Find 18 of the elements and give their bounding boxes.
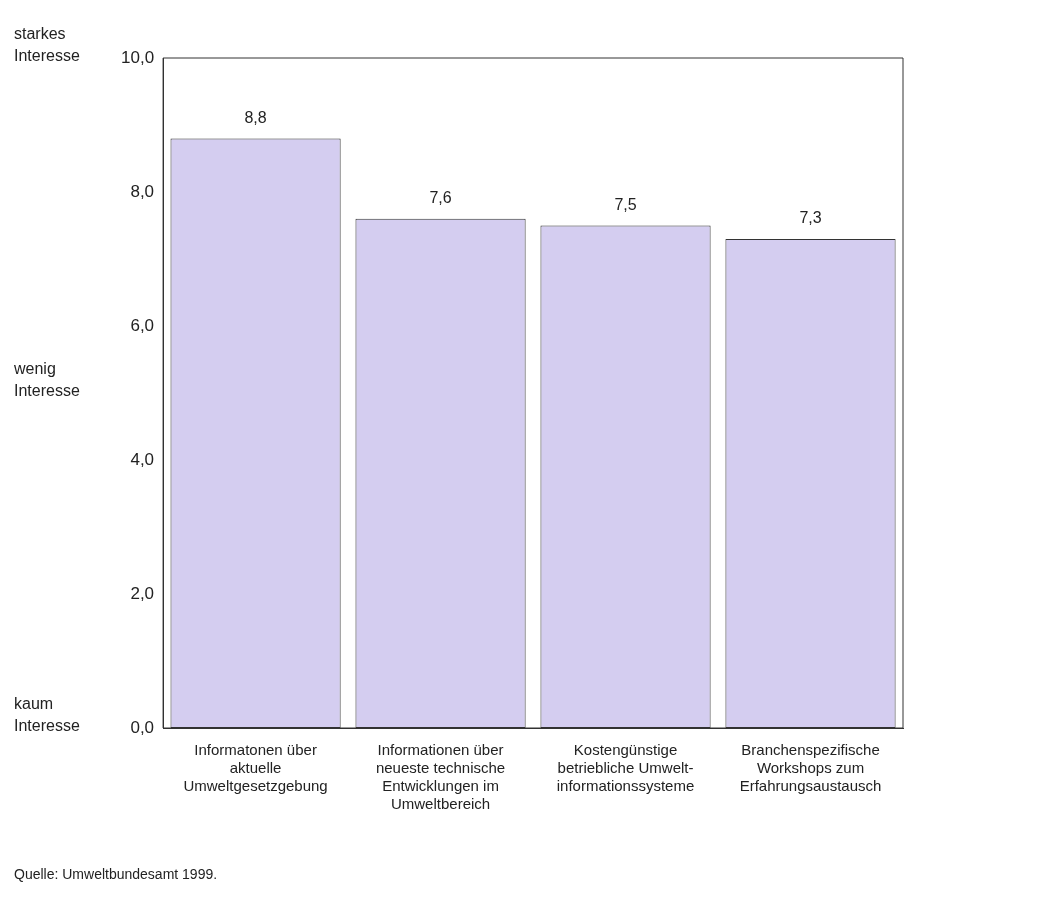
data-label: 7,5 [614, 195, 637, 213]
y-tick-label: 10,0 [120, 47, 155, 67]
y-tick-label: 0,0 [130, 717, 155, 737]
x-tick-label: Kostengünstige betriebliche Umwelt- informationssysteme [556, 741, 695, 795]
text: kaum Interesse [14, 695, 80, 735]
source-note: Quelle: Umweltbundesamt 1999. [14, 865, 218, 882]
data-label: 8,8 [244, 108, 267, 126]
y-tick-label: 2,0 [130, 583, 155, 603]
y-tick-label: 8,0 [130, 181, 155, 201]
x-tick-label: Informatonen über aktuelle Umweltgesetzgebung [183, 741, 328, 795]
text: wenig Interesse [13, 360, 80, 400]
x-tick-label: Informationen über neueste technische Entwicklungen im Umweltbereich [375, 741, 506, 813]
text: starkes Interesse [14, 25, 80, 65]
y-tick-label: 4,0 [130, 449, 155, 469]
x-tick-label: Branchenspezifische Workshops zum Erfahrungsaustausch [739, 741, 882, 795]
y-tick-label: 6,0 [130, 315, 155, 335]
data-label: 7,6 [429, 189, 452, 207]
data-label: 7,3 [799, 209, 822, 227]
